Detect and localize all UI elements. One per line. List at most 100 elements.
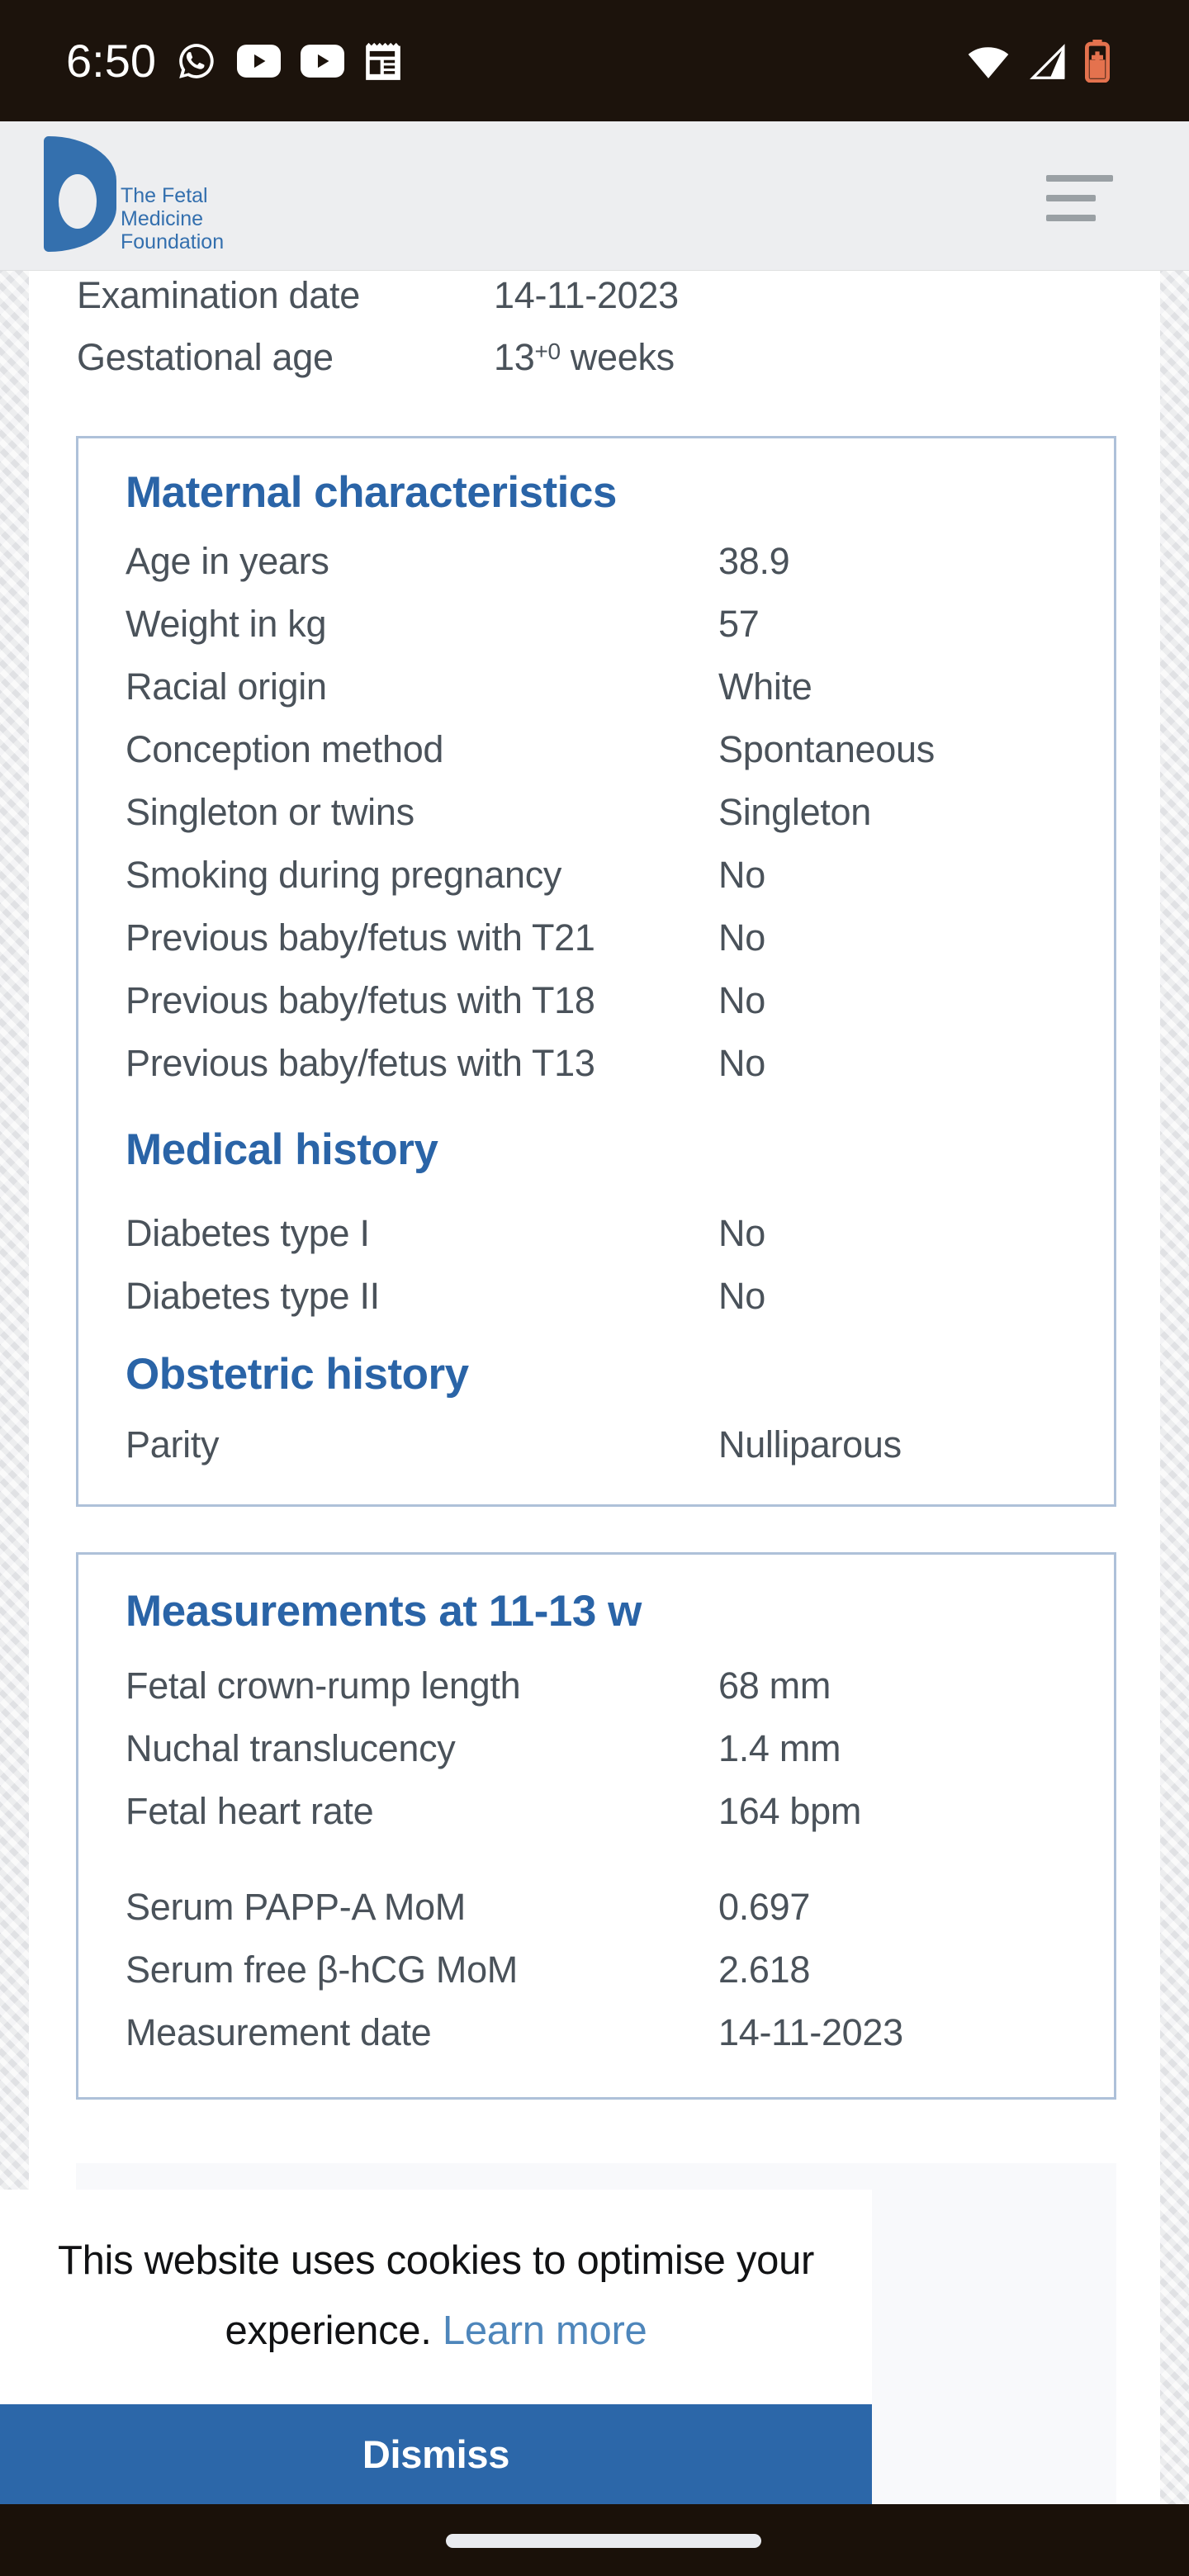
row-value: No: [718, 1042, 765, 1084]
row-singleton: Singleton or twins Singleton: [126, 781, 1100, 844]
page-edge-texture-left: [0, 270, 29, 2504]
row-label: Conception method: [126, 728, 444, 770]
row-label: Previous baby/fetus with T18: [126, 979, 595, 1021]
youtube-icon: [237, 44, 281, 78]
row-label: Serum PAPP-A MoM: [126, 1886, 466, 1928]
row-t13: Previous baby/fetus with T13 No: [126, 1032, 1100, 1095]
ga-unit: weeks: [570, 336, 675, 378]
row-value: Spontaneous: [718, 728, 935, 770]
row-label: Gestational age: [77, 336, 334, 378]
row-value: 14-11-2023: [718, 2011, 903, 2053]
row-crl: Fetal crown-rump length 68 mm: [126, 1655, 1100, 1717]
summary-row-examination-date: Examination date 14-11-2023: [77, 264, 1101, 327]
row-value: 57: [718, 603, 760, 645]
row-label: Smoking during pregnancy: [126, 854, 562, 896]
row-value: No: [718, 854, 765, 896]
logo-line2: Medicine Foundation: [121, 207, 225, 253]
row-t18: Previous baby/fetus with T18 No: [126, 969, 1100, 1032]
row-fhr: Fetal heart rate 164 bpm: [126, 1780, 1100, 1843]
row-label: Fetal heart rate: [126, 1790, 374, 1832]
row-value: 14-11-2023: [494, 274, 679, 316]
dismiss-button-label: Dismiss: [362, 2432, 510, 2476]
row-value: No: [718, 979, 765, 1021]
cookie-message-text: This website uses cookies to optimise yo…: [57, 2238, 815, 2353]
fmf-logo[interactable]: The Fetal Medicine Foundation: [44, 136, 308, 256]
row-value: 0.697: [718, 1886, 811, 1928]
row-value: Singleton: [718, 791, 871, 833]
row-pappa: Serum PAPP-A MoM 0.697: [126, 1876, 1100, 1939]
row-smoking: Smoking during pregnancy No: [126, 844, 1100, 907]
row-label: Nuchal translucency: [126, 1727, 456, 1769]
row-label: Serum free β-hCG MoM: [126, 1949, 518, 1991]
obstetric-history-title: Obstetric history: [126, 1350, 469, 1399]
hamburger-bar: [1046, 175, 1113, 182]
row-label: Diabetes type II: [126, 1275, 380, 1317]
row-value: White: [718, 665, 812, 708]
measurements-title: Measurements at 11-13 w: [126, 1587, 642, 1636]
row-value: Nulliparous: [718, 1423, 902, 1466]
maternal-characteristics-box: [76, 436, 1116, 1507]
ga-weeks: 13: [494, 336, 535, 378]
fmf-logo-mark: [44, 136, 116, 252]
row-value: 2.618: [718, 1949, 811, 1991]
cookie-message: This website uses cookies to optimise yo…: [19, 2226, 853, 2366]
ga-days-superscript: +0: [534, 339, 561, 365]
status-indicators: [948, 0, 1110, 121]
row-value: 164 bpm: [718, 1790, 862, 1832]
youtube-icon: [301, 44, 344, 78]
row-label: Singleton or twins: [126, 791, 414, 833]
row-label: Measurement date: [126, 2011, 432, 2053]
row-conception: Conception method Spontaneous: [126, 718, 1100, 781]
row-label: Weight in kg: [126, 603, 327, 645]
status-bar: 6:50: [0, 0, 1189, 121]
row-racial-origin: Racial origin White: [126, 656, 1100, 718]
row-age: Age in years 38.9: [126, 530, 1100, 593]
row-label: Age in years: [126, 540, 329, 582]
row-weight: Weight in kg 57: [126, 593, 1100, 656]
row-label: Examination date: [77, 274, 360, 316]
site-header: The Fetal Medicine Foundation: [0, 121, 1189, 271]
row-value: 13+0 weeks: [494, 326, 675, 394]
wifi-icon: [966, 42, 1011, 79]
medical-history-title: Medical history: [126, 1125, 438, 1174]
measurements-box: [76, 1552, 1116, 2100]
fmf-logo-text: The Fetal Medicine Foundation: [121, 184, 308, 253]
row-nt: Nuchal translucency 1.4 mm: [126, 1717, 1100, 1780]
cookie-banner: This website uses cookies to optimise yo…: [0, 2190, 872, 2504]
clock: 6:50: [66, 35, 156, 87]
row-label: Fetal crown-rump length: [126, 1664, 521, 1707]
row-parity: Parity Nulliparous: [126, 1413, 1100, 1476]
row-label: Parity: [126, 1423, 220, 1466]
row-value: 1.4 mm: [718, 1727, 841, 1769]
row-label: Previous baby/fetus with T13: [126, 1042, 595, 1084]
row-diabetes-1: Diabetes type I No: [126, 1202, 1100, 1265]
row-label: Racial origin: [126, 665, 327, 708]
menu-hamburger-icon[interactable]: [1046, 175, 1113, 221]
news-icon: [364, 40, 402, 82]
dismiss-button[interactable]: Dismiss: [0, 2404, 872, 2504]
row-value: No: [718, 1212, 765, 1254]
hamburger-bar: [1046, 215, 1096, 221]
row-value: No: [718, 1275, 765, 1317]
row-value: 68 mm: [718, 1664, 831, 1707]
hamburger-bar: [1046, 195, 1096, 201]
row-label: Previous baby/fetus with T21: [126, 916, 595, 959]
row-bhcg: Serum free β-hCG MoM 2.618: [126, 1939, 1100, 2001]
row-t21: Previous baby/fetus with T21 No: [126, 907, 1100, 969]
row-diabetes-2: Diabetes type II No: [126, 1265, 1100, 1328]
gesture-handle[interactable]: [446, 2534, 761, 2548]
maternal-title: Maternal characteristics: [126, 468, 617, 517]
learn-more-link[interactable]: Learn more: [442, 2308, 647, 2353]
row-label: Diabetes type I: [126, 1212, 370, 1254]
row-value: 38.9: [718, 540, 790, 582]
summary-row-gestational-age: Gestational age 13+0 weeks: [77, 326, 1101, 389]
logo-line1: The Fetal: [121, 184, 208, 207]
system-nav-bar: [0, 2504, 1189, 2576]
row-measurement-date: Measurement date 14-11-2023: [126, 2001, 1100, 2064]
page-edge-texture-right: [1160, 270, 1189, 2504]
row-value: No: [718, 916, 765, 959]
whatsapp-icon: [176, 40, 217, 82]
cell-signal-icon: [1029, 41, 1067, 80]
battery-saver-icon: [1085, 39, 1110, 83]
